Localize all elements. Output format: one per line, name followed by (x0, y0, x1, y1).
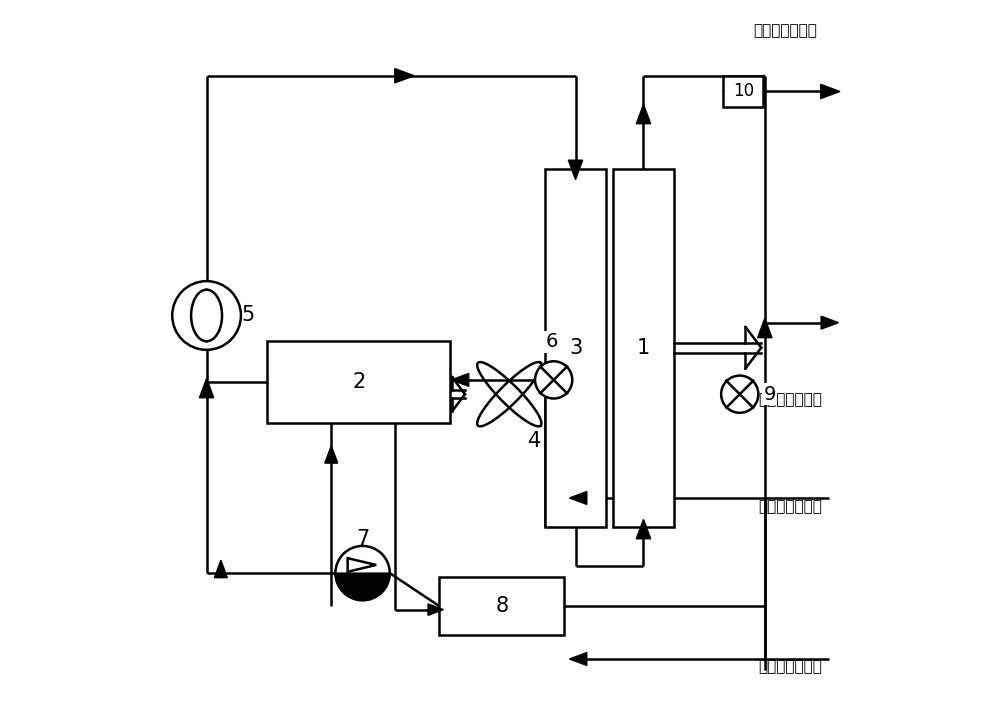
Polygon shape (821, 84, 840, 98)
Polygon shape (451, 374, 469, 387)
Polygon shape (428, 604, 443, 615)
Text: 2: 2 (352, 371, 365, 392)
Circle shape (721, 376, 758, 413)
Polygon shape (758, 319, 772, 337)
Text: 10: 10 (733, 83, 754, 101)
Text: 7: 7 (356, 529, 369, 549)
Polygon shape (395, 69, 414, 83)
Circle shape (172, 281, 241, 350)
Text: 3: 3 (569, 337, 582, 358)
Text: 9: 9 (764, 384, 776, 404)
Text: 低温冷却水回水: 低温冷却水回水 (758, 499, 822, 514)
Polygon shape (199, 379, 214, 397)
Polygon shape (569, 652, 587, 665)
Polygon shape (569, 492, 587, 505)
Polygon shape (636, 519, 651, 539)
Text: 高温冷協水回水: 高温冷協水回水 (758, 659, 822, 673)
Bar (545, 169, 606, 526)
Bar (723, 76, 763, 107)
Polygon shape (568, 160, 583, 180)
Polygon shape (214, 560, 227, 578)
Circle shape (335, 546, 390, 600)
Polygon shape (325, 446, 338, 463)
Polygon shape (636, 104, 651, 124)
Text: 1: 1 (637, 337, 650, 358)
Circle shape (535, 361, 572, 398)
Text: 4: 4 (528, 431, 541, 451)
Polygon shape (821, 316, 839, 329)
Polygon shape (335, 573, 390, 600)
Text: 低温冷却水供水: 低温冷却水供水 (758, 392, 822, 407)
Text: 8: 8 (495, 596, 508, 616)
Text: 5: 5 (241, 306, 255, 326)
Text: 高温冷却水供水: 高温冷却水供水 (753, 23, 817, 38)
Text: 6: 6 (545, 332, 558, 352)
Text: 9: 9 (763, 384, 776, 404)
Bar (613, 169, 674, 526)
Text: 6: 6 (545, 332, 558, 351)
Bar (267, 340, 450, 423)
Bar (439, 577, 564, 636)
